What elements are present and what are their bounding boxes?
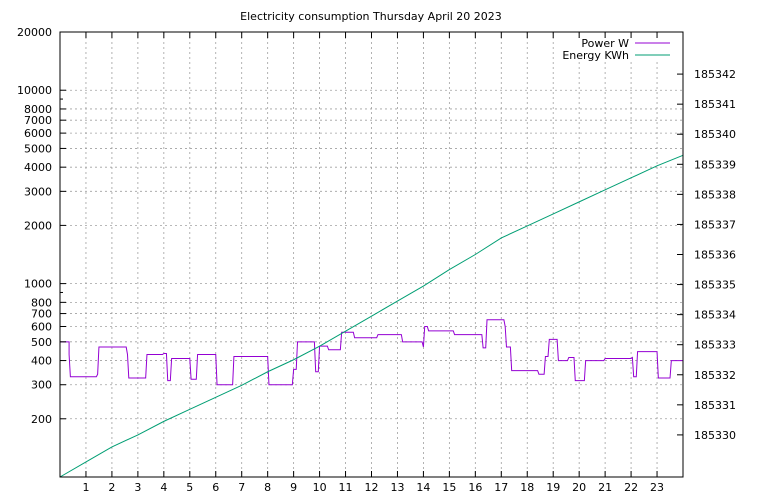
y-left-tick-label: 300 bbox=[31, 379, 52, 392]
y-right-tick-label: 185335 bbox=[694, 279, 736, 292]
x-tick-label: 11 bbox=[339, 481, 353, 494]
x-tick-label: 20 bbox=[572, 481, 586, 494]
y-right-tick-label: 185334 bbox=[694, 309, 736, 322]
y-left-tick-label: 5000 bbox=[24, 142, 52, 155]
y-right-tick-label: 185331 bbox=[694, 399, 736, 412]
y-left-tick-label: 2000 bbox=[24, 219, 52, 232]
y-left-tick-label: 3000 bbox=[24, 185, 52, 198]
x-tick-label: 15 bbox=[442, 481, 456, 494]
legend-label-power: Power W bbox=[581, 37, 629, 50]
y-left-tick-label: 6000 bbox=[24, 127, 52, 140]
x-tick-label: 8 bbox=[264, 481, 271, 494]
x-tick-label: 19 bbox=[546, 481, 560, 494]
y-right-tick-label: 185338 bbox=[694, 188, 736, 201]
x-tick-label: 17 bbox=[494, 481, 508, 494]
y-left-tick-label: 20000 bbox=[17, 26, 52, 39]
y-right-tick-label: 185336 bbox=[694, 249, 736, 262]
y-left-tick-label: 1000 bbox=[24, 278, 52, 291]
x-tick-label: 12 bbox=[365, 481, 379, 494]
y-left-tick-label: 8000 bbox=[24, 103, 52, 116]
chart-title: Electricity consumption Thursday April 2… bbox=[240, 10, 502, 23]
x-tick-label: 7 bbox=[238, 481, 245, 494]
x-tick-label: 18 bbox=[520, 481, 534, 494]
y-left-tick-label: 400 bbox=[31, 355, 52, 368]
x-tick-label: 21 bbox=[598, 481, 612, 494]
y-left-tick-label: 700 bbox=[31, 308, 52, 321]
x-tick-label: 6 bbox=[212, 481, 219, 494]
x-tick-label: 13 bbox=[390, 481, 404, 494]
series-line-energy bbox=[59, 154, 684, 478]
x-tick-label: 3 bbox=[134, 481, 141, 494]
y-left-tick-label: 800 bbox=[31, 296, 52, 309]
y-right-tick-label: 185332 bbox=[694, 369, 736, 382]
x-tick-label: 1 bbox=[82, 481, 89, 494]
y-right-tick-label: 185333 bbox=[694, 339, 736, 352]
x-tick-label: 9 bbox=[290, 481, 297, 494]
x-tick-label: 2 bbox=[108, 481, 115, 494]
x-tick-label: 5 bbox=[186, 481, 193, 494]
series-layer bbox=[59, 154, 684, 478]
axis-layer: 1 2 3 4 5 6 7 8 9 10 11 12 13 14 15 16 17 18 19 20 21 22 23200… bbox=[17, 26, 736, 494]
y-left-tick-label: 500 bbox=[31, 336, 52, 349]
y-right-tick-label: 185339 bbox=[694, 158, 736, 171]
y-right-tick-label: 185341 bbox=[694, 98, 736, 111]
legend: Power W Energy KWh bbox=[555, 37, 675, 62]
y-left-tick-label: 200 bbox=[31, 413, 52, 426]
x-tick-label: 22 bbox=[624, 481, 638, 494]
x-tick-label: 16 bbox=[468, 481, 482, 494]
grid-layer bbox=[60, 32, 683, 477]
x-tick-label: 14 bbox=[416, 481, 430, 494]
y-left-tick-label: 7000 bbox=[24, 114, 52, 127]
y-left-tick-label: 10000 bbox=[17, 84, 52, 97]
series-line-power bbox=[60, 319, 683, 386]
y-right-tick-label: 185342 bbox=[694, 68, 736, 81]
x-tick-label: 10 bbox=[313, 481, 327, 494]
x-tick-label: 4 bbox=[160, 481, 167, 494]
y-right-tick-label: 185340 bbox=[694, 128, 736, 141]
y-right-tick-label: 185330 bbox=[694, 429, 736, 442]
y-left-tick-label: 4000 bbox=[24, 161, 52, 174]
y-left-tick-label: 600 bbox=[31, 321, 52, 334]
legend-label-energy: Energy KWh bbox=[562, 49, 629, 62]
y-right-tick-label: 185337 bbox=[694, 218, 736, 231]
x-tick-label: 23 bbox=[650, 481, 664, 494]
